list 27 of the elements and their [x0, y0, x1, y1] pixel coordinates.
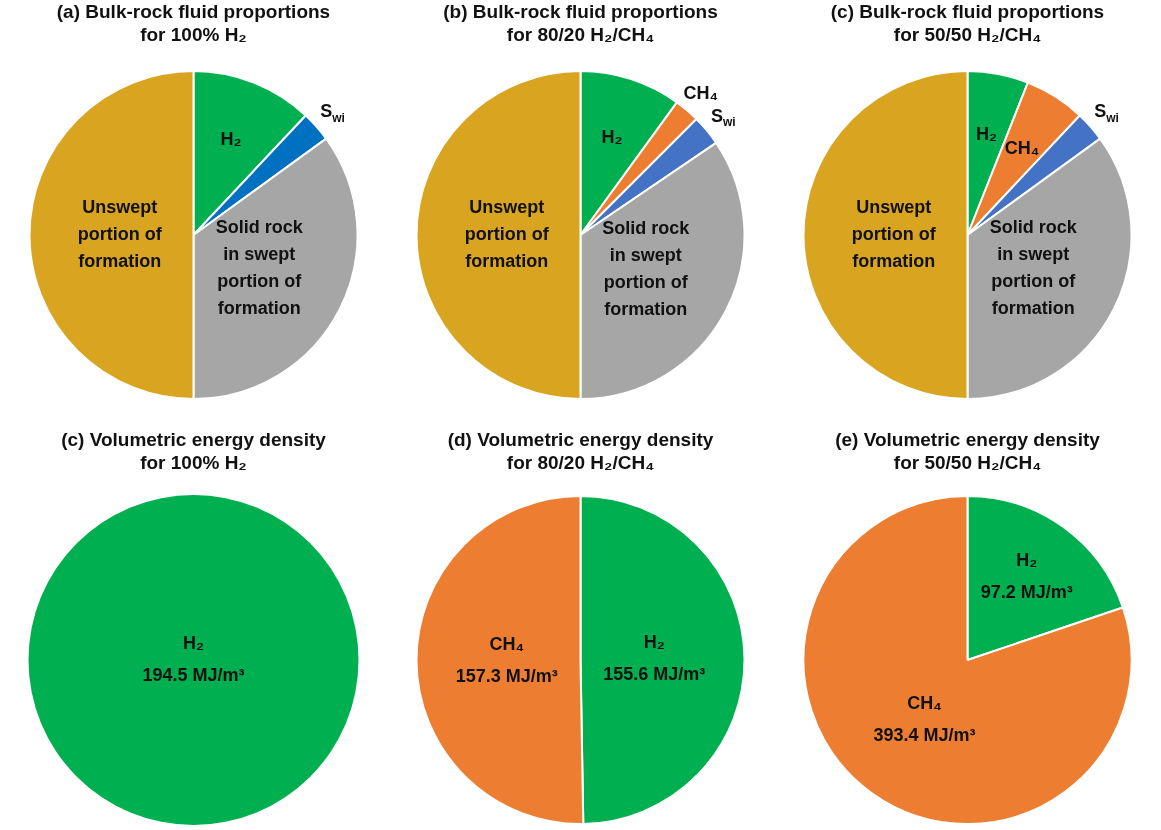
chart-title: (b) Bulk-rock fluid proportions for 80/20 H₂/CH₄ — [442, 0, 719, 47]
slice-label: CH₄ — [907, 692, 942, 713]
data-label: 155.6 MJ/m³ — [603, 664, 706, 685]
slice-label: H₂ — [601, 127, 623, 148]
slice-label: Solid rock in swept portion of formation — [215, 216, 304, 318]
chart-title: (c) Volumetric energy density for 100% H₂ — [60, 428, 327, 475]
slice-label: H₂ — [183, 632, 204, 653]
slice-label: Unswept portion of formation — [77, 196, 163, 271]
slice-label: CH₄ — [1004, 138, 1040, 159]
slice-label: H₂ — [976, 124, 998, 145]
slice-label: Unswept portion of formation — [851, 196, 937, 271]
slice-label: CH₄ — [489, 633, 524, 654]
data-label: 194.5 MJ/m³ — [142, 664, 245, 685]
slice-label: H₂ — [643, 632, 665, 653]
slice-label: CH₄ — [683, 83, 719, 104]
slice-label: Unswept portion of formation — [464, 196, 550, 271]
data-label: 157.3 MJ/m³ — [455, 665, 558, 686]
slice-label: Solid rock in swept portion of formation — [989, 216, 1078, 318]
slice-label: Solid rock in swept portion of formation — [602, 218, 691, 319]
chart-title: (c) Bulk-rock fluid proportions for 50/50 H₂/CH₄ — [829, 0, 1106, 47]
slice-label: H₂ — [1016, 550, 1038, 571]
slice-label: H₂ — [220, 129, 242, 150]
chart-title: (d) Volumetric energy density for 80/20 H₂/CH₄ — [446, 428, 715, 475]
data-label: 393.4 MJ/m³ — [873, 724, 976, 745]
chart-title: (e) Volumetric energy density for 50/50 H₂/CH₄ — [834, 428, 1101, 475]
chart-title: (a) Bulk-rock fluid proportions for 100% H₂ — [55, 0, 332, 47]
data-label: 97.2 MJ/m³ — [980, 582, 1073, 603]
